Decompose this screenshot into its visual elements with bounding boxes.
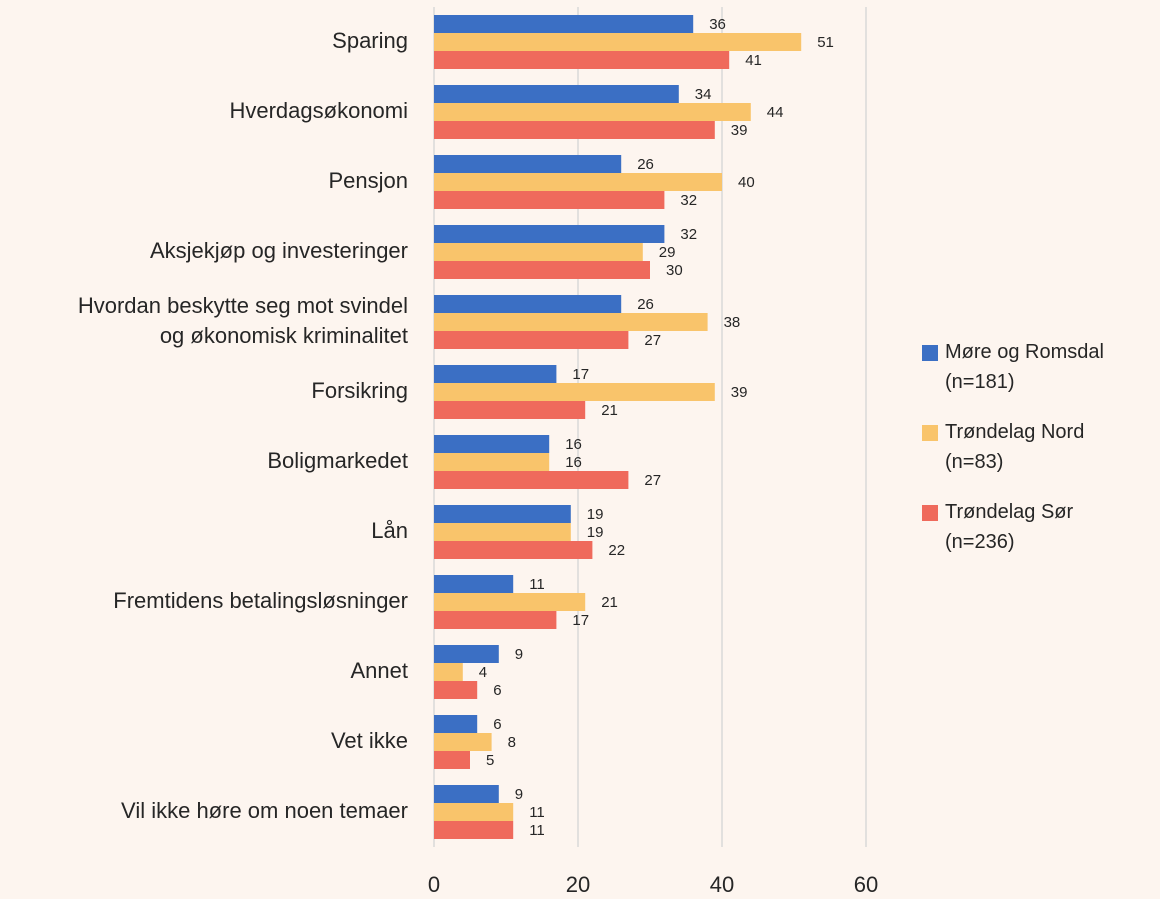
legend-label: Trøndelag Sør (n=236) [945,501,1074,553]
value-label: 19 [587,524,604,541]
bar [434,471,629,489]
category-label: Vet ikke [331,728,408,753]
value-label: 8 [508,734,516,751]
bar [434,295,622,313]
category-label: Forsikring [311,378,408,403]
bar [434,575,514,593]
bar [434,453,550,471]
value-label: 26 [637,296,654,313]
bar [434,751,470,769]
value-label: 22 [608,542,625,559]
bar [434,681,478,699]
bar [434,803,514,821]
value-label: 11 [529,822,545,839]
bar [434,645,499,663]
bar [434,155,622,173]
value-label: 19 [587,506,604,523]
x-tick-label: 0 [428,872,440,897]
value-label: 32 [680,192,697,209]
legend-swatch [922,345,938,361]
value-label: 5 [486,752,494,769]
value-label: 32 [680,226,697,243]
bar [434,313,708,331]
value-label: 36 [709,16,726,33]
category-label: Hvordan beskytte seg mot svindel og økono… [78,293,408,348]
value-label: 40 [738,174,755,191]
bar [434,121,715,139]
bar [434,733,492,751]
category-label: Lån [371,518,408,543]
value-label: 21 [601,402,618,419]
category-label: Hverdagsøkonomi [229,98,408,123]
value-label: 17 [572,366,589,383]
bar [434,365,557,383]
bar [434,33,802,51]
value-label: 4 [479,664,487,681]
bar [434,401,586,419]
bar [434,331,629,349]
value-label: 21 [601,594,618,611]
value-label: 6 [493,716,501,733]
bar [434,15,694,33]
legend-label: Møre og Romsdal (n=181) [945,341,1104,393]
bar [434,523,571,541]
bar [434,243,643,261]
legend-label: Trøndelag Nord (n=83) [945,421,1084,473]
value-label: 30 [666,262,683,279]
bar [434,505,571,523]
value-label: 16 [565,436,582,453]
category-label: Boligmarkedet [267,448,408,473]
legend-swatch [922,505,938,521]
value-label: 27 [644,472,661,489]
value-label: 6 [493,682,501,699]
value-label: 41 [745,52,762,69]
bar [434,173,722,191]
x-tick-label: 40 [710,872,734,897]
value-label: 38 [724,314,741,331]
bar [434,663,463,681]
bar [434,85,679,103]
value-label: 51 [817,34,834,51]
value-label: 34 [695,86,712,103]
value-label: 11 [529,576,545,593]
bar [434,383,715,401]
bar [434,785,499,803]
bar [434,261,650,279]
value-label: 9 [515,786,523,803]
bar [434,51,730,69]
value-label: 39 [731,384,748,401]
bar [434,593,586,611]
category-label: Fremtidens betalingsløsninger [113,588,408,613]
category-label: Sparing [332,28,408,53]
value-label: 44 [767,104,784,121]
bar [434,103,751,121]
value-label: 11 [529,804,545,821]
value-label: 27 [644,332,661,349]
bar [434,611,557,629]
value-label: 26 [637,156,654,173]
bar [434,225,665,243]
value-label: 16 [565,454,582,471]
bar [434,541,593,559]
x-tick-label: 60 [854,872,878,897]
category-label: Pensjon [328,168,408,193]
value-label: 29 [659,244,676,261]
bar [434,191,665,209]
legend-swatch [922,425,938,441]
bar [434,715,478,733]
category-label: Aksjekjøp og investeringer [150,238,408,263]
bar [434,821,514,839]
value-label: 39 [731,122,748,139]
category-label: Vil ikke høre om noen temaer [121,798,408,823]
category-label: Annet [351,658,409,683]
value-label: 9 [515,646,523,663]
value-label: 17 [572,612,589,629]
bar [434,435,550,453]
x-tick-label: 20 [566,872,590,897]
